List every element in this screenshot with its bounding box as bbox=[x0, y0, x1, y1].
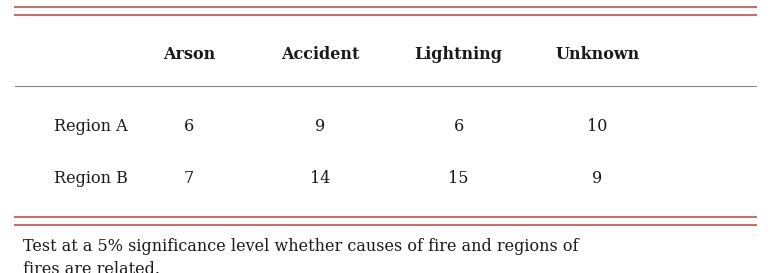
Text: 6: 6 bbox=[183, 118, 194, 135]
Text: 6: 6 bbox=[453, 118, 464, 135]
Text: Lightning: Lightning bbox=[415, 46, 503, 63]
Text: 10: 10 bbox=[588, 118, 608, 135]
Text: Test at a 5% significance level whether causes of fire and regions of
fires are : Test at a 5% significance level whether … bbox=[23, 238, 578, 273]
Text: 7: 7 bbox=[183, 170, 194, 187]
Text: 14: 14 bbox=[310, 170, 330, 187]
Text: Region B: Region B bbox=[54, 170, 128, 187]
Text: 9: 9 bbox=[592, 170, 603, 187]
Text: Unknown: Unknown bbox=[555, 46, 640, 63]
Text: 15: 15 bbox=[449, 170, 469, 187]
Text: 9: 9 bbox=[315, 118, 325, 135]
Text: Region A: Region A bbox=[54, 118, 127, 135]
Text: Accident: Accident bbox=[281, 46, 359, 63]
Text: Arson: Arson bbox=[163, 46, 215, 63]
